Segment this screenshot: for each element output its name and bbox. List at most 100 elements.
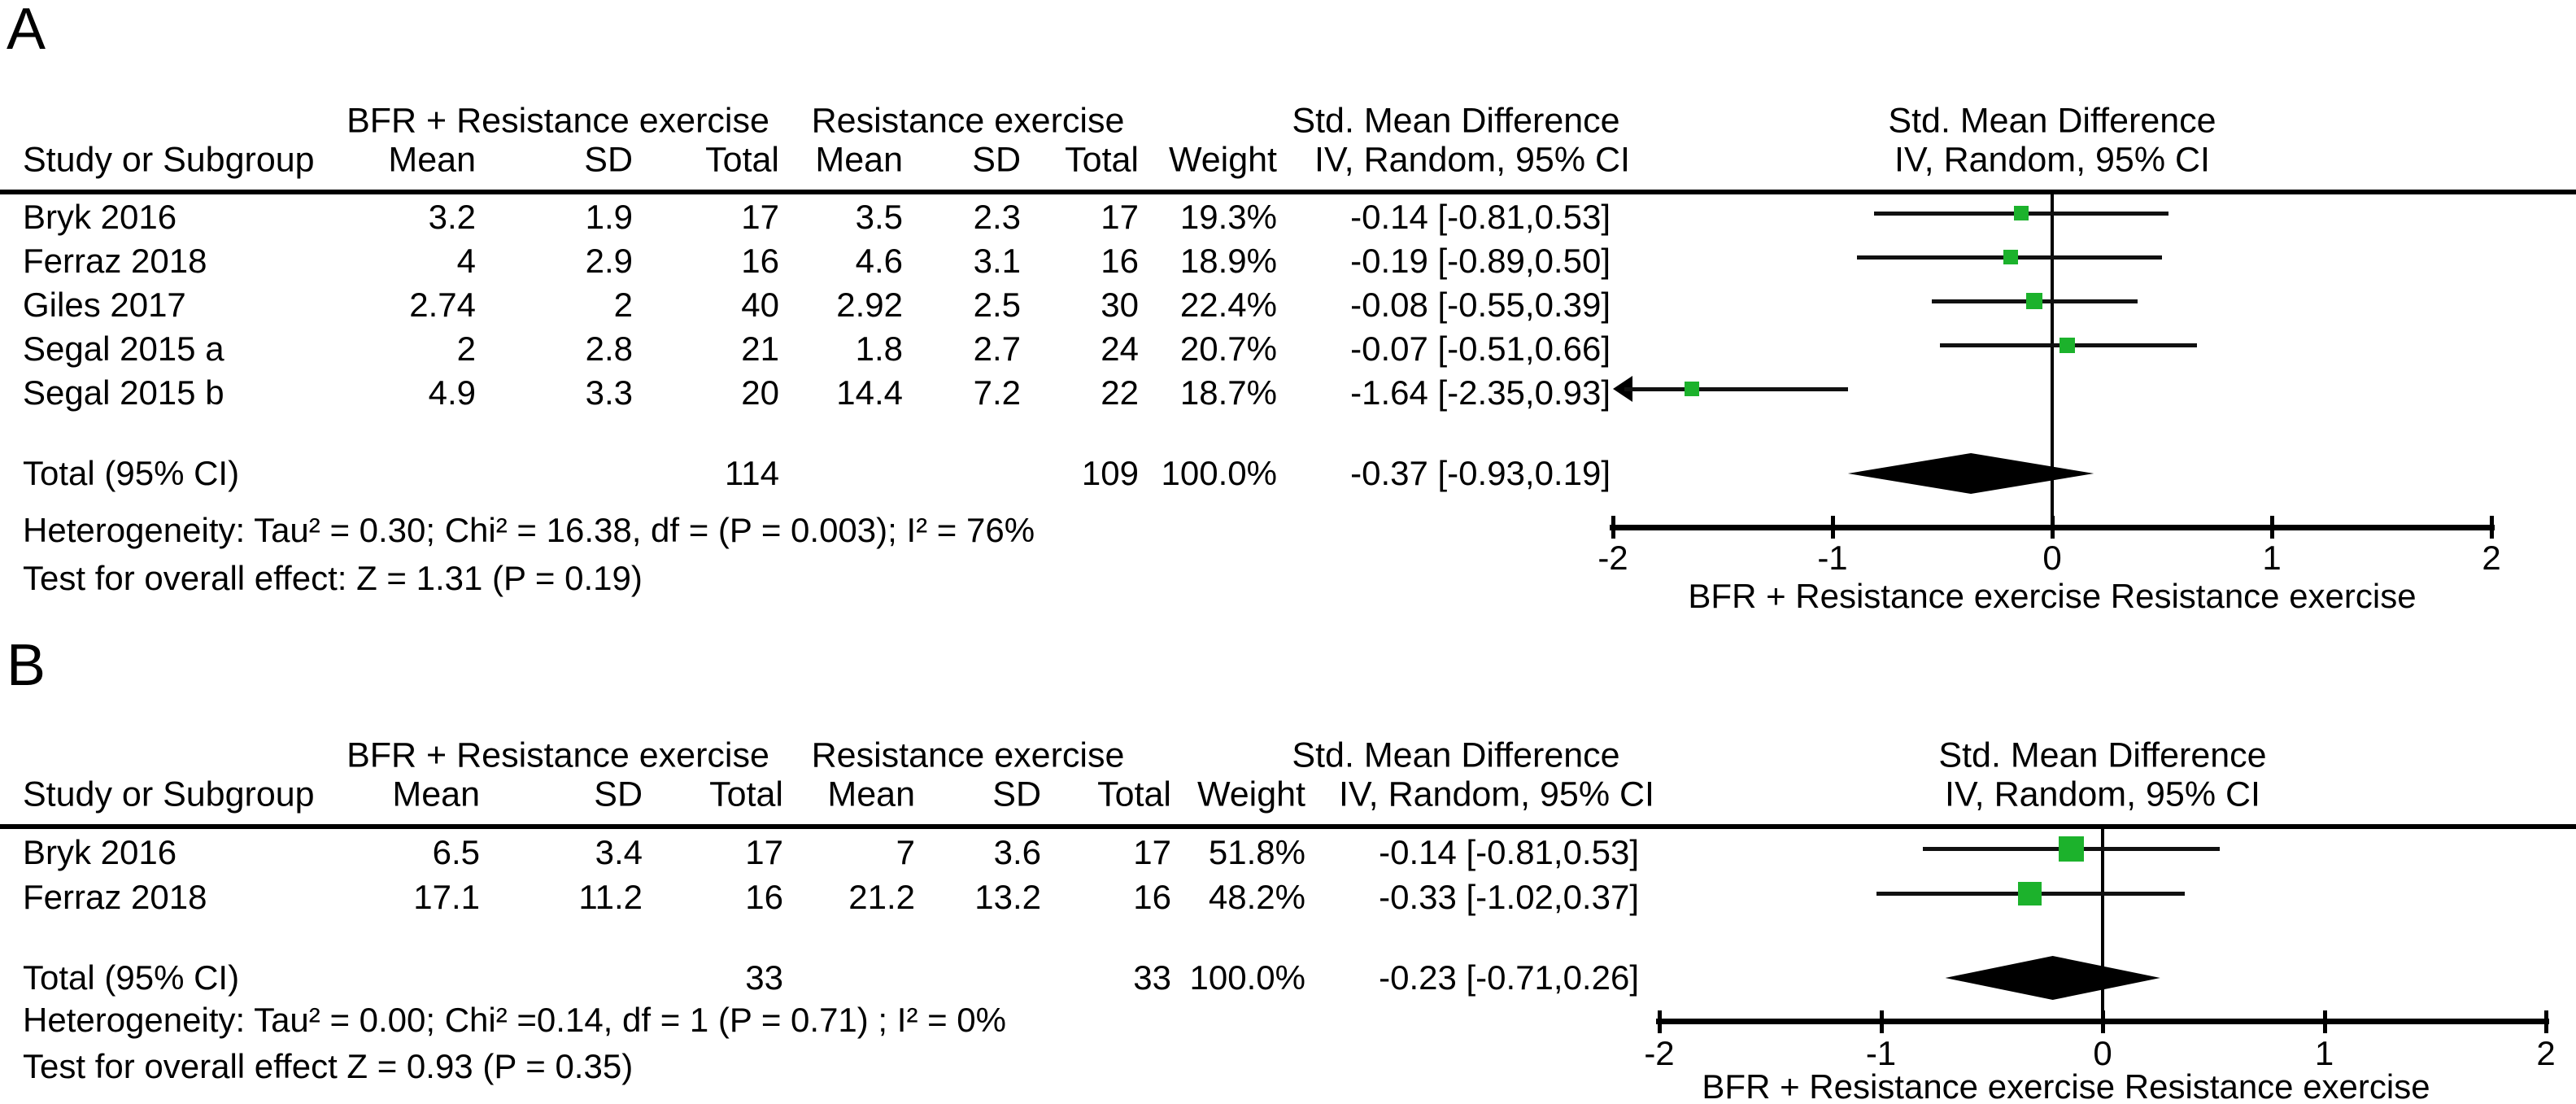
study-ci-text: -0.08 [-0.55,0.39] xyxy=(1350,286,1611,324)
study-sd2: 13.2 xyxy=(974,878,1041,916)
col-study-header: Study or Subgroup xyxy=(23,775,315,814)
study-mean2: 7 xyxy=(896,833,915,871)
study-total2: 17 xyxy=(1133,833,1171,871)
study-weight: 20.7% xyxy=(1179,329,1277,368)
study-total1: 40 xyxy=(741,286,779,324)
study-mean1: 4.9 xyxy=(428,373,476,412)
plot-header-line1: Std. Mean Difference xyxy=(1888,101,2216,141)
study-sd2: 2.7 xyxy=(973,329,1021,368)
study-total1: 20 xyxy=(741,373,779,412)
x-axis-tick-label: -2 xyxy=(1597,539,1628,577)
study-sd2: 3.6 xyxy=(993,833,1041,871)
study-mean1: 2.74 xyxy=(409,286,476,324)
total-n2: 33 xyxy=(1133,958,1171,997)
x-axis-tick xyxy=(2270,516,2274,539)
effect-header-line1: Std. Mean Difference xyxy=(1292,101,1620,141)
total-label: Total (95% CI) xyxy=(23,454,240,492)
effect-header-line1: Std. Mean Difference xyxy=(1292,735,1620,775)
total-n1: 114 xyxy=(725,454,779,492)
study-total1: 16 xyxy=(745,878,783,916)
pooled-effect-diamond xyxy=(1945,956,2160,1000)
effect-estimate-marker xyxy=(2026,293,2043,309)
table-header-separator xyxy=(0,824,2576,829)
col-total2-header: Total xyxy=(1065,140,1139,180)
effect-header-line2: IV, Random, 95% CI xyxy=(1314,140,1631,180)
effect-estimate-marker xyxy=(2003,250,2018,264)
panel-b-label: B xyxy=(7,633,46,698)
x-axis-tick xyxy=(2101,1010,2105,1033)
pooled-effect-diamond xyxy=(1847,453,2094,494)
study-sd1: 3.4 xyxy=(595,833,643,871)
overall-effect-text: Test for overall effect: Z = 1.31 (P = 0… xyxy=(23,559,643,597)
study-sd1: 3.3 xyxy=(585,373,633,412)
total-ci-text: -0.37 [-0.93,0.19] xyxy=(1350,454,1611,492)
study-name: Giles 2017 xyxy=(23,286,186,324)
col-mean2-header: Mean xyxy=(827,775,915,814)
study-total1: 21 xyxy=(741,329,779,368)
study-name: Ferraz 2018 xyxy=(23,878,207,916)
plot-header-line2: IV, Random, 95% CI xyxy=(1894,140,2211,180)
col-mean1-header: Mean xyxy=(392,775,480,814)
study-mean2: 3.5 xyxy=(855,198,903,236)
study-mean1: 6.5 xyxy=(432,833,480,871)
study-weight: 51.8% xyxy=(1208,833,1305,871)
study-total1: 17 xyxy=(741,198,779,236)
study-ci-text: -0.14 [-0.81,0.53] xyxy=(1379,833,1639,871)
study-ci-text: -0.14 [-0.81,0.53] xyxy=(1350,198,1611,236)
x-axis-caption: BFR + Resistance exercise Resistance exe… xyxy=(1688,577,2417,615)
x-axis-tick-label: 2 xyxy=(2482,539,2501,577)
study-sd1: 2 xyxy=(613,286,633,324)
study-mean2: 4.6 xyxy=(855,242,903,280)
x-axis-tick xyxy=(1611,516,1615,539)
study-mean1: 2 xyxy=(456,329,476,368)
study-weight: 18.9% xyxy=(1179,242,1277,280)
study-total2: 30 xyxy=(1101,286,1139,324)
study-name: Ferraz 2018 xyxy=(23,242,207,280)
col-total1-header: Total xyxy=(709,775,783,814)
study-total2: 16 xyxy=(1133,878,1171,916)
study-total2: 16 xyxy=(1101,242,1139,280)
study-sd1: 11.2 xyxy=(578,878,643,916)
study-name: Segal 2015 a xyxy=(23,329,224,368)
total-weight: 100.0% xyxy=(1161,454,1277,492)
effect-estimate-marker xyxy=(2059,836,2085,862)
panel-a-label: A xyxy=(7,0,46,62)
total-n1: 33 xyxy=(745,958,783,997)
x-axis-tick xyxy=(1658,1010,1662,1033)
total-ci-text: -0.23 [-0.71,0.26] xyxy=(1379,958,1639,997)
heterogeneity-text: Heterogeneity: Tau² = 0.30; Chi² = 16.38… xyxy=(23,511,1035,549)
study-ci-text: -0.07 [-0.51,0.66] xyxy=(1350,329,1611,368)
group1-header: BFR + Resistance exercise xyxy=(347,735,769,775)
col-weight-header: Weight xyxy=(1196,775,1305,814)
x-axis-tick-label: 0 xyxy=(2093,1034,2112,1072)
group2-header: Resistance exercise xyxy=(811,101,1125,141)
col-sd2-header: SD xyxy=(972,140,1021,180)
x-axis-tick-label: -1 xyxy=(1817,539,1848,577)
study-sd2: 2.3 xyxy=(973,198,1021,236)
x-axis-tick xyxy=(2322,1010,2327,1033)
study-mean2: 2.92 xyxy=(836,286,903,324)
effect-estimate-marker xyxy=(2014,206,2029,220)
effect-header-line2: IV, Random, 95% CI xyxy=(1338,775,1655,814)
effect-estimate-marker xyxy=(2059,337,2076,353)
group2-header: Resistance exercise xyxy=(811,735,1125,775)
overall-effect-text: Test for overall effect Z = 0.93 (P = 0.… xyxy=(23,1047,634,1085)
study-ci-text: -0.19 [-0.89,0.50] xyxy=(1350,242,1611,280)
x-axis-tick-label: -2 xyxy=(1644,1034,1675,1072)
zero-effect-line xyxy=(2051,194,2054,530)
x-axis-tick-label: 0 xyxy=(2042,539,2062,577)
study-name: Segal 2015 b xyxy=(23,373,224,412)
study-sd2: 7.2 xyxy=(973,373,1021,412)
study-sd1: 2.9 xyxy=(585,242,633,280)
study-mean1: 17.1 xyxy=(413,878,480,916)
col-total2-header: Total xyxy=(1097,775,1171,814)
study-name: Bryk 2016 xyxy=(23,198,177,236)
col-weight-header: Weight xyxy=(1168,140,1277,180)
table-header-separator xyxy=(0,190,2576,194)
x-axis-caption: BFR + Resistance exercise Resistance exe… xyxy=(1702,1067,2430,1104)
study-name: Bryk 2016 xyxy=(23,833,177,871)
study-total2: 17 xyxy=(1101,198,1139,236)
plot-header-line1: Std. Mean Difference xyxy=(1938,735,2267,775)
col-sd1-header: SD xyxy=(594,775,643,814)
col-mean2-header: Mean xyxy=(815,140,903,180)
